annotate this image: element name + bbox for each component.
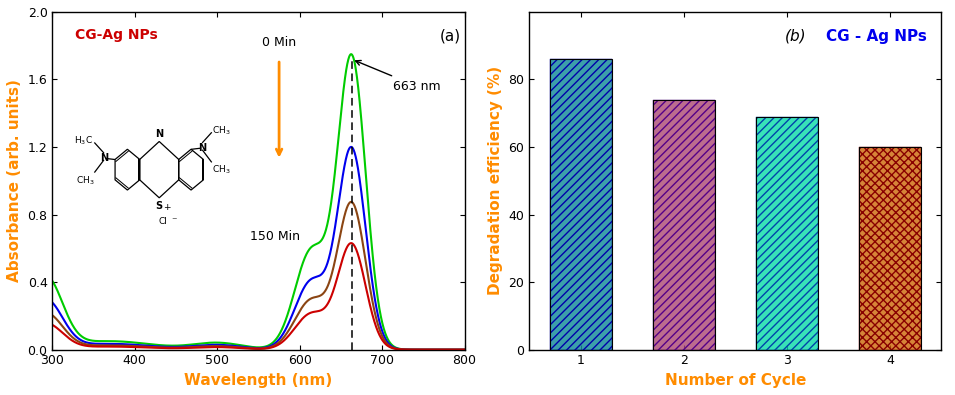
Text: CG - Ag NPs: CG - Ag NPs [826, 29, 926, 44]
Text: (b): (b) [785, 29, 806, 44]
Bar [550, 59, 611, 350]
Bar [550, 59, 611, 350]
Bar [653, 100, 714, 350]
Y-axis label: Absorbance (arb. units): Absorbance (arb. units) [7, 79, 22, 282]
Bar [755, 117, 817, 350]
Text: 0 Min: 0 Min [262, 36, 296, 49]
Text: CG-Ag NPs: CG-Ag NPs [75, 28, 159, 42]
Bar [550, 59, 611, 350]
Text: 150 Min: 150 Min [250, 230, 300, 243]
X-axis label: Wavelength (nm): Wavelength (nm) [184, 373, 332, 388]
Bar [653, 100, 714, 350]
Bar [755, 117, 817, 350]
Text: (a): (a) [439, 29, 460, 44]
Bar [755, 117, 817, 350]
Bar [859, 147, 921, 350]
Bar [653, 100, 714, 350]
X-axis label: Number of Cycle: Number of Cycle [665, 373, 806, 388]
Bar [859, 147, 921, 350]
Bar [859, 147, 921, 350]
Bar [755, 117, 817, 350]
Bar [653, 100, 714, 350]
Text: 663 nm: 663 nm [355, 60, 440, 92]
Y-axis label: Degradation efficiency (%): Degradation efficiency (%) [488, 66, 502, 295]
Bar [550, 59, 611, 350]
Bar [859, 147, 921, 350]
